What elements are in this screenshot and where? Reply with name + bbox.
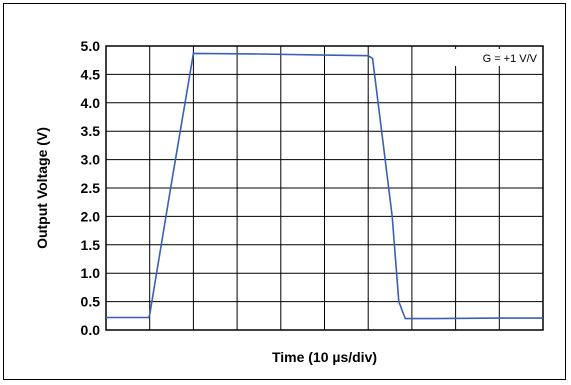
y-tick-label: 4.0 (81, 95, 101, 111)
y-tick-label: 2.5 (81, 180, 101, 196)
y-tick-label: 4.5 (81, 66, 101, 82)
y-tick-label: 3.5 (81, 123, 101, 139)
x-axis-title: Time (10 µs/div) (272, 349, 377, 365)
y-tick-label: 1.0 (81, 265, 101, 281)
plot-area (105, 45, 544, 331)
annotation-box (455, 49, 539, 66)
gain-annotation: G = +1 V/V (483, 53, 538, 65)
y-axis-title: Output Voltage (V) (34, 127, 50, 249)
y-tick-labels: 0.0 0.5 1.0 1.5 2.0 2.5 3.0 3.5 4.0 4.5 5.0 (81, 38, 101, 338)
y-tick-label: 2.0 (81, 208, 101, 224)
y-tick-label: 0.0 (81, 322, 101, 338)
y-tick-label: 5.0 (81, 38, 101, 54)
y-tick-label: 0.5 (81, 294, 101, 310)
grid (106, 46, 543, 330)
voltage-trace-line (106, 52, 543, 320)
y-tick-label: 3.0 (81, 152, 101, 168)
y-tick-label: 1.5 (81, 237, 101, 253)
